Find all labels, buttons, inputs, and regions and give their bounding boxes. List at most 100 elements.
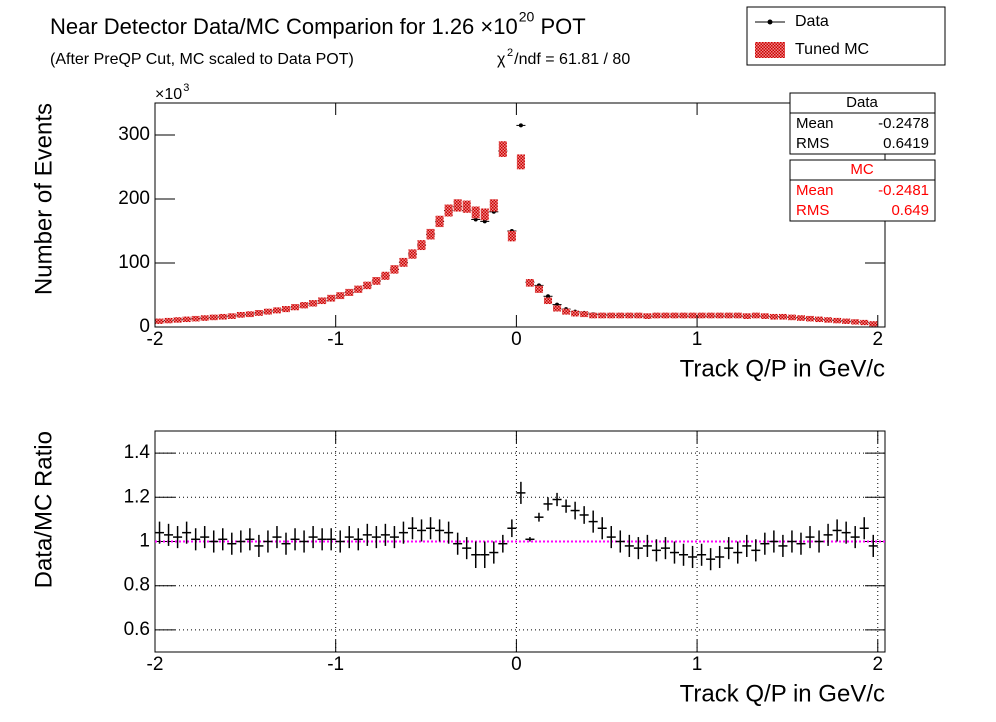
ratio-point — [389, 526, 399, 549]
x-tick-label: -1 — [327, 329, 344, 350]
mc-box — [625, 312, 634, 319]
ratio-point — [371, 526, 381, 549]
mc-box — [661, 312, 670, 319]
ratio-point — [191, 528, 201, 551]
ratio-point — [209, 530, 219, 553]
ratio-point — [561, 499, 571, 513]
ratio-point — [272, 526, 282, 549]
ratio-point — [760, 532, 770, 555]
mc-box — [679, 312, 688, 319]
mc-box — [751, 312, 760, 319]
ratio-point — [859, 517, 869, 540]
mc-box — [607, 312, 616, 319]
data-point — [480, 219, 490, 224]
mc-box — [706, 312, 715, 319]
mc-box — [489, 199, 498, 212]
mc-box — [390, 265, 399, 274]
ratio-point — [263, 530, 273, 553]
ratio-point — [778, 534, 788, 557]
mc-box — [444, 204, 453, 217]
ratio-point — [724, 537, 734, 560]
subtitle: (After PreQP Cut, MC scaled to Data POT) — [50, 51, 354, 68]
x-axis-title: Track Q/P in GeV/c — [680, 355, 885, 382]
mc-box — [516, 154, 525, 170]
mc-box — [787, 314, 796, 321]
ratio-point — [543, 497, 553, 511]
ratio-point — [534, 512, 544, 522]
mc-box — [715, 312, 724, 319]
x-tick-label: 1 — [692, 329, 703, 350]
ratio-point — [642, 534, 652, 557]
data-point — [516, 123, 526, 128]
mc-box — [254, 309, 263, 316]
mc-box — [155, 318, 164, 324]
mc-box — [824, 317, 833, 323]
ratio-point — [688, 545, 698, 569]
legend: Data Tuned MC — [746, 6, 946, 66]
ratio-point — [742, 534, 752, 557]
mc-box — [634, 312, 643, 319]
ratio-point — [660, 537, 670, 560]
ratio-point — [281, 532, 291, 555]
mc-box — [480, 208, 489, 221]
mc-box — [245, 311, 254, 318]
title-suffix: POT — [541, 14, 586, 39]
chi2-text: /ndf = 61.81 / 80 — [514, 51, 630, 68]
mc-box — [742, 313, 751, 319]
ratio-point — [173, 526, 183, 549]
ratio-point — [200, 526, 210, 549]
ratio-point — [335, 530, 345, 553]
ratio-point — [570, 501, 580, 520]
mc-box — [498, 141, 507, 157]
mc-box — [435, 215, 444, 228]
ratio-point — [516, 481, 526, 504]
ratio-point — [236, 530, 246, 553]
legend-swatch — [755, 42, 785, 58]
ratio-point — [435, 519, 445, 542]
mc-box — [453, 199, 462, 212]
ratio-point — [290, 528, 300, 551]
ratio-point — [362, 523, 372, 546]
ratio-point — [751, 539, 761, 562]
legend-label: Tuned MC — [795, 41, 869, 58]
data-point-marker — [546, 294, 551, 299]
ratio-point — [606, 526, 616, 549]
mc-box — [616, 312, 625, 319]
ratio-point — [407, 517, 418, 540]
mc-box — [652, 312, 661, 319]
ratio-point — [245, 528, 255, 551]
y-tick-label: 200 — [118, 188, 150, 209]
mc-box — [291, 304, 300, 311]
mc-box — [236, 311, 245, 318]
mc-box — [571, 310, 580, 317]
mc-box — [272, 307, 281, 314]
mc-box — [263, 308, 272, 315]
ratio-point — [453, 532, 463, 555]
mc-box — [697, 312, 706, 319]
mc-box — [399, 257, 408, 267]
mc-box — [589, 312, 598, 319]
mc-box — [805, 315, 815, 322]
mc-box — [281, 306, 291, 313]
ratio-point — [796, 532, 806, 555]
x-tick-label: 0 — [511, 329, 522, 350]
y-multiplier-exponent: 3 — [183, 82, 189, 94]
stats-label: RMS — [796, 202, 829, 219]
mc-box — [724, 312, 733, 319]
ratio-point — [679, 543, 689, 566]
mc-box — [363, 281, 372, 290]
mc-box — [507, 230, 516, 242]
mc-box — [562, 308, 571, 315]
y-tick-label: 1.2 — [124, 486, 150, 507]
mc-box — [173, 317, 182, 323]
ratio-point — [344, 526, 354, 549]
stats-value: -0.2478 — [878, 115, 929, 132]
ratio-point — [588, 510, 598, 533]
ratio-point — [552, 492, 562, 507]
ratio-point — [624, 534, 634, 557]
chart-title: Near Detector Data/MC Comparion for 1.26… — [50, 14, 518, 39]
ratio-point — [417, 519, 427, 542]
mc-box — [815, 316, 824, 323]
